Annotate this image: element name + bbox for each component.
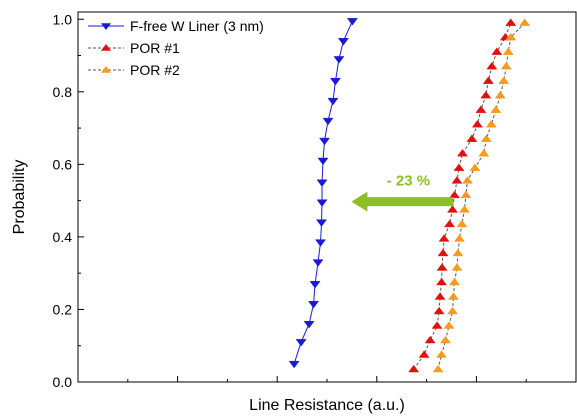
y-tick-label: 0.8 — [53, 84, 73, 100]
data-point — [494, 90, 506, 99]
data-point — [418, 350, 430, 358]
data-point — [491, 47, 503, 55]
data-point — [443, 321, 455, 329]
data-point — [288, 360, 300, 369]
data-point — [438, 234, 450, 242]
data-point — [309, 281, 321, 289]
data-point — [308, 301, 320, 309]
data-point — [505, 18, 517, 26]
data-point — [490, 105, 502, 113]
legend: F-free W Liner (3 nm) POR #1 POR #2 — [88, 18, 264, 78]
data-point — [432, 364, 444, 373]
data-point — [475, 105, 487, 113]
series-3 — [432, 18, 531, 373]
x-axis — [77, 376, 577, 382]
data-point — [440, 335, 452, 344]
annotation-arrow-shaft — [365, 197, 454, 207]
y-tick-label: 0.2 — [53, 301, 73, 317]
data-point — [453, 234, 465, 242]
data-point — [456, 219, 468, 228]
series-2 — [408, 18, 517, 373]
data-point — [466, 134, 478, 142]
data-point — [498, 76, 510, 84]
data-point — [436, 263, 448, 271]
data-point — [500, 61, 512, 70]
data-point — [316, 199, 328, 207]
data-point — [316, 179, 328, 187]
data-point — [458, 205, 470, 213]
data-point — [448, 277, 460, 286]
data-point — [333, 56, 345, 64]
data-point — [346, 18, 358, 26]
legend-marker — [101, 65, 111, 73]
data-point — [451, 176, 463, 184]
data-point — [446, 306, 458, 315]
data-point — [317, 157, 329, 166]
data-point — [460, 190, 472, 199]
y-tick-label: 0.0 — [53, 374, 73, 390]
data-point — [444, 219, 456, 228]
data-point — [446, 205, 458, 213]
data-point — [469, 163, 481, 171]
annotation-arrow-head — [351, 191, 368, 212]
legend-label: F-free W Liner (3 nm) — [130, 18, 264, 34]
data-point — [471, 119, 483, 128]
series-line — [293, 20, 353, 365]
data-point — [303, 321, 315, 329]
y-tick-label: 0.4 — [53, 229, 73, 245]
data-point — [505, 32, 517, 41]
data-point — [461, 176, 473, 184]
data-point — [312, 259, 324, 267]
data-point — [295, 339, 307, 347]
data-point — [486, 61, 498, 70]
annotation-label: - 23 % — [387, 173, 430, 190]
annotation: - 23 % — [351, 173, 454, 212]
data-point — [434, 292, 446, 300]
data-point — [482, 76, 494, 84]
data-point — [315, 239, 327, 247]
data-point — [502, 47, 514, 55]
data-point — [319, 137, 331, 146]
data-point — [436, 277, 448, 286]
data-point — [480, 90, 492, 99]
data-point — [329, 77, 341, 86]
data-point — [316, 219, 328, 227]
data-point — [480, 134, 492, 142]
y-tick-label: 0.6 — [53, 156, 73, 172]
data-point — [337, 38, 349, 46]
data-point — [448, 190, 460, 199]
data-point — [456, 149, 468, 157]
data-point — [437, 248, 449, 257]
data-point — [322, 117, 334, 126]
data-point — [424, 335, 436, 344]
legend-label: POR #1 — [130, 40, 180, 56]
data-point — [451, 263, 463, 271]
x-axis-label: Line Resistance (a.u.) — [249, 397, 405, 414]
data-point — [453, 163, 465, 171]
legend-label: POR #2 — [130, 62, 180, 78]
data-point — [478, 149, 490, 157]
data-point — [408, 364, 420, 373]
y-axis-label: Probability — [11, 160, 28, 235]
y-tick-label: 1.0 — [53, 11, 73, 27]
legend-marker — [101, 43, 111, 51]
data-point — [433, 306, 445, 315]
data-point — [519, 18, 531, 26]
series-1 — [288, 18, 358, 369]
y-axis: 0.0 0.2 0.4 0.6 0.8 1.0 — [53, 11, 84, 390]
data-point — [436, 350, 448, 358]
data-point — [485, 119, 497, 128]
legend-marker — [101, 23, 111, 31]
series-layer — [288, 18, 531, 373]
data-point — [431, 321, 443, 329]
data-point — [452, 248, 464, 257]
data-point — [327, 97, 339, 106]
data-point — [447, 292, 459, 300]
